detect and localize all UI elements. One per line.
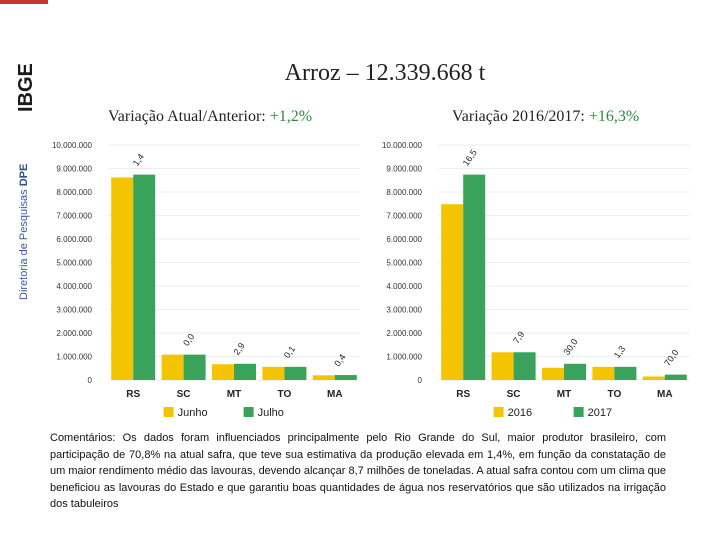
left-category-label: RS xyxy=(126,389,140,400)
right-variation-label: 16,5 xyxy=(461,148,479,168)
right-ytick-label: 8.000.000 xyxy=(386,188,422,197)
left-ytick-label: 5.000.000 xyxy=(56,259,92,268)
right-ytick-label: 6.000.000 xyxy=(386,235,422,244)
left-bar-Junho-SC xyxy=(161,354,184,380)
left-category-label: TO xyxy=(278,389,292,400)
left-ytick-label: 9.000.000 xyxy=(56,165,92,174)
right-bar-2016-MT xyxy=(542,367,564,380)
right-subtitle-prefix: Variação 2016/2017: xyxy=(452,108,589,125)
right-bar-2017-RS xyxy=(463,174,486,380)
right-bar-2017-SC xyxy=(513,352,536,380)
right-category-label: RS xyxy=(456,389,470,400)
left-subtitle: Variação Atual/Anterior: +1,2% xyxy=(108,108,312,126)
right-category-label: MA xyxy=(657,389,673,400)
left-category-label: MT xyxy=(227,389,241,400)
chart-left: 0 1.000.000 2.000.000 3.000.000 4.000.000 5.0… xyxy=(52,141,360,419)
left-category-label: MA xyxy=(327,389,343,400)
right-ytick-label: 9.000.000 xyxy=(386,165,422,174)
left-bar-Junho-RS xyxy=(111,177,134,380)
left-ytick-label: 1.000.000 xyxy=(56,353,92,362)
left-subtitle-prefix: Variação Atual/Anterior: xyxy=(108,108,270,125)
right-bar-2016-RS xyxy=(441,204,464,380)
right-bar-2016-MA xyxy=(642,376,665,380)
left-bar-Junho-MA xyxy=(312,375,335,380)
left-ytick-label: 2.000.000 xyxy=(56,329,92,338)
right-category-label: MT xyxy=(557,389,571,400)
left-subtitle-value: +1,2% xyxy=(269,108,313,125)
left-variation-label: 0,4 xyxy=(332,352,347,368)
ibge-logo: IBGE xyxy=(15,63,36,112)
left-ytick-label: 7.000.000 xyxy=(56,212,92,221)
right-bar-2017-TO xyxy=(614,366,637,380)
right-ytick-label: 0 xyxy=(418,376,423,385)
left-variation-label: 2,9 xyxy=(231,341,246,357)
left-ytick-label: 6.000.000 xyxy=(56,235,92,244)
left-variation-label: 0,1 xyxy=(282,344,297,360)
top-accent-bar xyxy=(0,0,48,4)
right-ytick-label: 5.000.000 xyxy=(386,259,422,268)
right-category-label: SC xyxy=(507,389,521,400)
left-bar-Julho-SC xyxy=(183,354,206,380)
chart-right: 0 1.000.000 2.000.000 3.000.000 4.000.000 5.0… xyxy=(382,141,690,419)
left-ytick-label: 0 xyxy=(88,376,93,385)
left-variation-label: 0,0 xyxy=(181,332,196,348)
left-bar-Junho-MT xyxy=(212,364,234,380)
left-bar-Julho-MA xyxy=(334,375,357,380)
left-bar-Julho-TO xyxy=(284,366,307,380)
left-legend-swatch xyxy=(163,407,174,417)
left-legend-swatch xyxy=(243,407,254,417)
side-department-label: Diretoria de Pesquisas DPE xyxy=(18,164,30,300)
right-subtitle-value: +16,3% xyxy=(588,108,640,125)
right-subtitle: Variação 2016/2017: +16,3% xyxy=(452,108,639,126)
right-category-label: TO xyxy=(608,389,622,400)
right-legend-swatch xyxy=(493,407,504,417)
right-variation-label: 1,3 xyxy=(612,344,627,360)
right-variation-label: 70,0 xyxy=(662,348,680,368)
right-bar-2017-MT xyxy=(564,363,586,380)
left-bar-Julho-MT xyxy=(234,363,256,380)
side-label-text: Diretoria de Pesquisas xyxy=(18,186,30,300)
left-category-label: SC xyxy=(177,389,191,400)
right-legend-label: 2016 xyxy=(508,407,532,419)
right-legend-label: 2017 xyxy=(588,407,612,419)
right-bar-2017-MA xyxy=(664,374,687,380)
right-ytick-label: 3.000.000 xyxy=(386,306,422,315)
right-ytick-label: 1.000.000 xyxy=(386,353,422,362)
left-legend-label: Junho xyxy=(178,407,208,419)
left-legend-label: Julho xyxy=(258,407,284,419)
right-ytick-label: 10.000.000 xyxy=(382,141,423,150)
left-ytick-label: 4.000.000 xyxy=(56,282,92,291)
right-variation-label: 7,9 xyxy=(511,329,526,345)
right-legend-swatch xyxy=(573,407,584,417)
comment-text: Comentários: Os dados foram influenciado… xyxy=(50,432,666,510)
right-ytick-label: 4.000.000 xyxy=(386,282,422,291)
right-variation-label: 30,0 xyxy=(561,337,579,357)
left-ytick-label: 8.000.000 xyxy=(56,188,92,197)
left-variation-label: 1,4 xyxy=(131,152,146,168)
side-label-bold: DPE xyxy=(18,163,30,187)
right-bar-2016-SC xyxy=(491,352,514,380)
ibge-logo-text: IBGE xyxy=(15,63,36,112)
left-bar-Julho-RS xyxy=(133,174,156,380)
left-ytick-label: 10.000.000 xyxy=(52,141,93,150)
right-ytick-label: 7.000.000 xyxy=(386,212,422,221)
left-ytick-label: 3.000.000 xyxy=(56,306,92,315)
right-bar-2016-TO xyxy=(592,366,615,380)
page-title: Arroz – 12.339.668 t xyxy=(284,60,486,86)
right-ytick-label: 2.000.000 xyxy=(386,329,422,338)
left-bar-Junho-TO xyxy=(262,366,285,380)
